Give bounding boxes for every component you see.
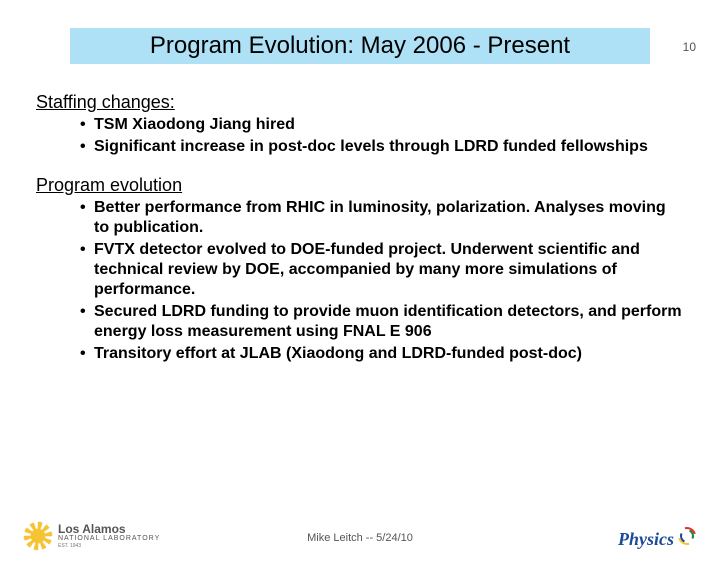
content-area: Staffing changes: TSM Xiaodong Jiang hir… — [0, 64, 720, 364]
slide-title: Program Evolution: May 2006 - Present — [70, 28, 650, 64]
section-heading-staffing: Staffing changes: — [36, 92, 684, 113]
lanl-logo: Los Alamos NATIONAL LABORATORY EST. 1943 — [24, 522, 160, 550]
list-item: Secured LDRD funding to provide muon ide… — [80, 302, 684, 342]
footer-logos: Los Alamos NATIONAL LABORATORY EST. 1943… — [0, 522, 720, 550]
physics-swirl-icon — [676, 525, 696, 545]
lanl-line1: Los Alamos — [58, 523, 160, 535]
page-number: 10 — [683, 40, 696, 54]
staffing-bullets: TSM Xiaodong Jiang hired Significant inc… — [36, 115, 684, 157]
section-heading-evolution: Program evolution — [36, 175, 684, 196]
list-item: Transitory effort at JLAB (Xiaodong and … — [80, 344, 684, 364]
physics-logo: Physics — [618, 525, 696, 550]
lanl-burst-icon — [24, 522, 52, 550]
lanl-line3: EST. 1943 — [58, 544, 160, 549]
list-item: Significant increase in post-doc levels … — [80, 137, 684, 157]
list-item: TSM Xiaodong Jiang hired — [80, 115, 684, 135]
list-item: Better performance from RHIC in luminosi… — [80, 198, 684, 238]
lanl-line2: NATIONAL LABORATORY — [58, 535, 160, 542]
list-item: FVTX detector evolved to DOE-funded proj… — [80, 240, 684, 300]
evolution-bullets: Better performance from RHIC in luminosi… — [36, 198, 684, 364]
